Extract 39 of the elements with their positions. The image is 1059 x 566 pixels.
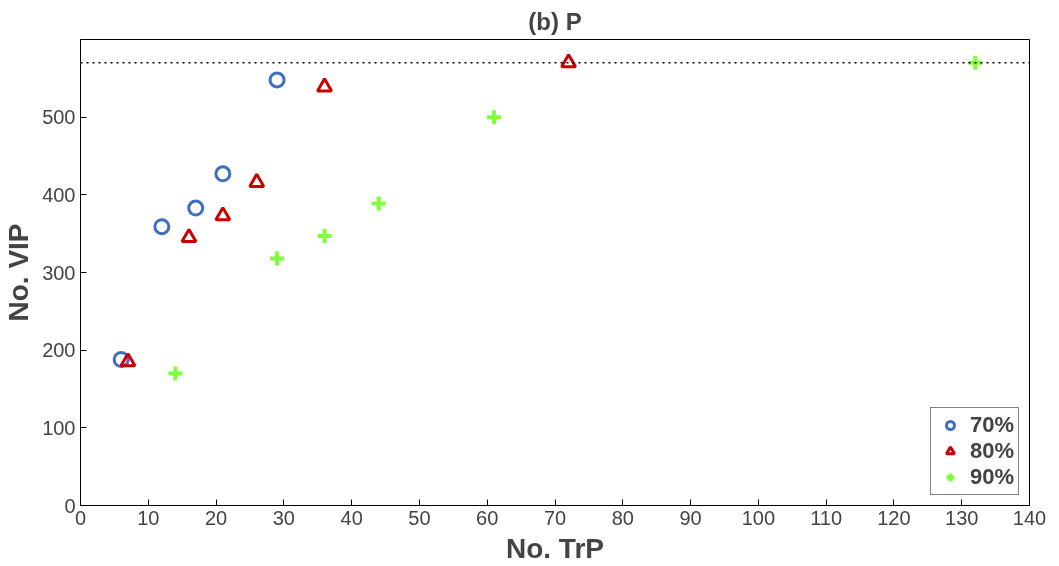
point — [180, 227, 198, 244]
point — [166, 364, 185, 383]
x-tick-label: 110 — [810, 506, 843, 529]
x-tick-label: 50 — [408, 506, 431, 529]
y-tick-label: 100 — [42, 416, 76, 439]
point — [369, 194, 388, 213]
x-tick-label: 130 — [945, 506, 979, 529]
legend-label: 90% — [969, 464, 1014, 490]
x-axis-title: No. TrP — [505, 532, 605, 564]
y-tick-label: 200 — [42, 339, 76, 362]
point — [560, 53, 578, 69]
point — [214, 165, 232, 183]
point — [119, 352, 137, 368]
point — [153, 218, 171, 236]
legend-label: 80% — [969, 438, 1014, 464]
x-tick-label: 60 — [476, 506, 499, 529]
x-tick-label: 80 — [611, 506, 634, 529]
x-tick-label: 20 — [204, 506, 228, 529]
point — [316, 77, 334, 93]
chart-title: (b) P — [528, 7, 582, 35]
x-tick-label: 100 — [741, 506, 776, 529]
point — [248, 172, 266, 188]
point — [214, 206, 232, 222]
point — [268, 249, 287, 268]
y-tick-label: 400 — [42, 183, 76, 206]
x-tick-label: 30 — [272, 506, 295, 529]
y-tick-label: 300 — [42, 261, 76, 284]
x-tick-label: 40 — [340, 506, 363, 529]
legend-label: 70% — [969, 412, 1014, 438]
y-tick-label: 500 — [42, 106, 76, 129]
x-tick-label: 70 — [543, 506, 567, 529]
x-tick-label: 120 — [877, 506, 911, 529]
point — [268, 71, 286, 89]
x-tick-label: 10 — [137, 506, 160, 529]
x-tick-label: 90 — [679, 506, 702, 529]
x-tick-label: 140 — [1012, 506, 1047, 529]
point — [315, 227, 334, 245]
y-axis-title: No. VIP — [3, 223, 35, 322]
point — [187, 199, 205, 217]
